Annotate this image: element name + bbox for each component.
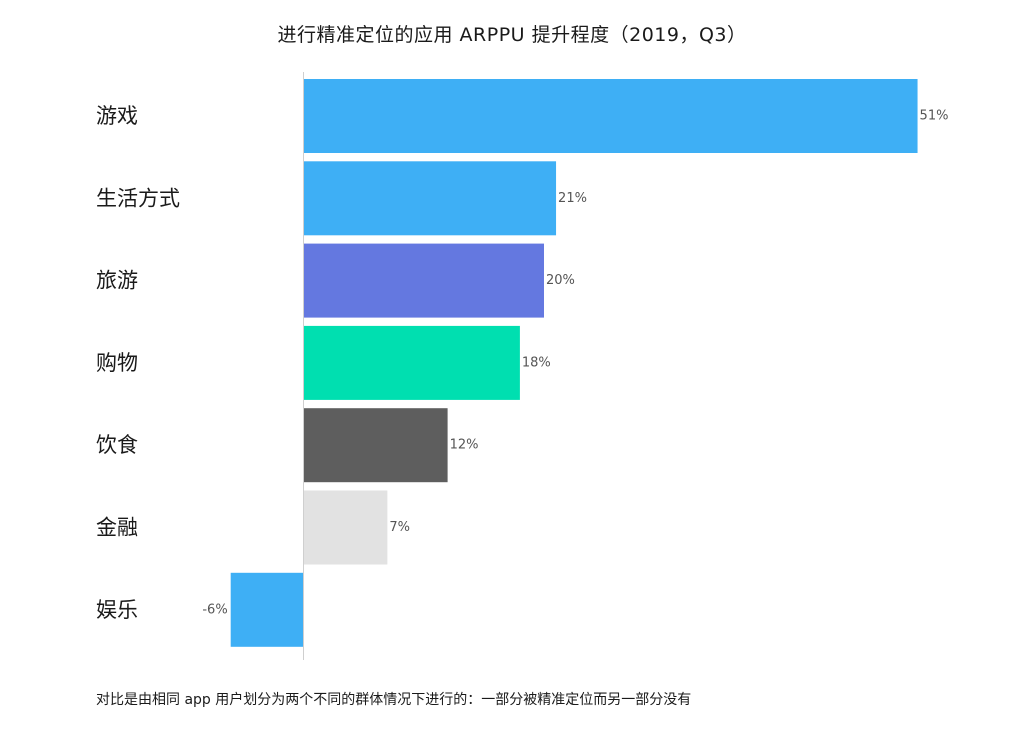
bar-4 bbox=[303, 325, 520, 400]
value-label: 7% bbox=[389, 520, 410, 535]
value-label: 21% bbox=[558, 191, 587, 206]
category-label: 生活方式 bbox=[96, 186, 180, 210]
chart-footnote: 对比是由相同 app 用户划分为两个不同的群体情况下进行的：一部分被精准定位而另… bbox=[96, 692, 692, 708]
value-label: 20% bbox=[546, 273, 575, 288]
value-label: -6% bbox=[202, 602, 227, 617]
chart-title: 进行精准定位的应用 ARPPU 提升程度（2019，Q3） bbox=[277, 24, 747, 46]
category-label: 金融 bbox=[96, 516, 138, 540]
bar-5 bbox=[303, 408, 448, 483]
category-label: 饮食 bbox=[96, 433, 138, 457]
category-label: 娱乐 bbox=[96, 598, 138, 622]
value-label: 51% bbox=[920, 109, 949, 124]
category-label: 旅游 bbox=[96, 269, 138, 293]
bar-2 bbox=[303, 161, 557, 236]
bar-7 bbox=[230, 572, 303, 647]
category-label: 购物 bbox=[96, 351, 138, 375]
bar-3 bbox=[303, 243, 544, 318]
category-label: 游戏 bbox=[96, 104, 138, 128]
bar-6 bbox=[303, 490, 388, 565]
bar-1 bbox=[303, 79, 918, 153]
value-label: 12% bbox=[450, 438, 479, 453]
value-label: 18% bbox=[522, 355, 551, 370]
